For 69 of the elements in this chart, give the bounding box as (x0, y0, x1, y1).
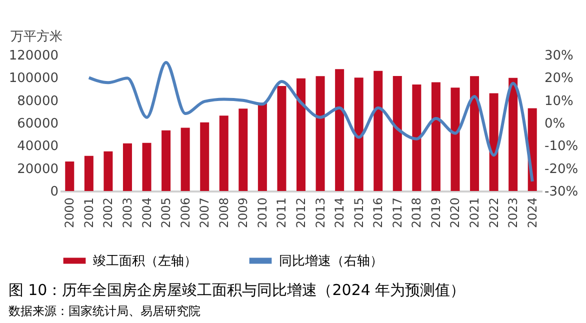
x-tick-label: 2021 (468, 198, 482, 228)
y-tick-label: 20000 (17, 162, 58, 177)
bar (142, 142, 152, 191)
legend-label: 同比增速（右轴） (279, 254, 383, 269)
x-tick-label: 2007 (198, 198, 212, 228)
bar (335, 69, 344, 191)
y2-tick-label: 20% (544, 71, 574, 86)
y2-tick-label: 30% (544, 48, 574, 64)
x-tick-label: 2019 (428, 198, 443, 228)
x-tick-label: 2024 (525, 198, 540, 228)
x-tick-label: 2009 (236, 198, 250, 228)
x-tick-label: 2000 (62, 198, 77, 228)
bar (258, 102, 267, 191)
x-tick-label: 2012 (294, 198, 308, 228)
y-tick-label: 60000 (17, 116, 58, 132)
x-tick-label: 2011 (274, 198, 289, 228)
x-tick-label: 2020 (448, 198, 462, 228)
y-tick-label: 100000 (8, 71, 58, 86)
x-tick-label: 2005 (159, 198, 174, 228)
y-tick-label: 120000 (8, 48, 58, 64)
bar (65, 162, 74, 191)
bar (104, 151, 113, 191)
x-tick-label: 2017 (390, 198, 404, 228)
bar (450, 88, 460, 191)
legend-label: 竣工面积（左轴） (93, 254, 197, 269)
bar (84, 156, 94, 191)
x-tick-label: 2002 (101, 198, 116, 228)
x-tick-label: 2013 (313, 198, 328, 228)
x-tick-label: 2014 (332, 198, 347, 228)
y-tick-label: 80000 (17, 94, 58, 109)
y2-tick-label: 0% (544, 116, 566, 132)
x-tick-label: 2001 (82, 198, 96, 228)
y2-tick-label: -30% (544, 184, 578, 200)
bar (296, 78, 306, 191)
bar (200, 122, 210, 191)
x-tick-label: 2003 (120, 198, 134, 228)
bar (162, 130, 171, 191)
x-tick-label: 2023 (506, 198, 520, 228)
line-series (87, 60, 534, 183)
bar (412, 84, 422, 191)
bar (219, 116, 228, 191)
y2-tick-label: 10% (544, 94, 574, 109)
x-tick-label: 2006 (178, 198, 192, 228)
text: 图 10：历年全国房企房屋竣工面积与同比增速（2024 年为预测值） (8, 281, 466, 299)
bar (508, 78, 518, 191)
x-tick-label: 2018 (410, 198, 424, 228)
y-axis-title: 万平方米 (10, 28, 62, 44)
y2-tick-label: -10% (544, 139, 578, 154)
x-tick-label: 2016 (371, 198, 386, 228)
x-tick-label: 2004 (140, 198, 154, 228)
bar (277, 86, 286, 191)
bar (431, 82, 440, 191)
y-tick-label: 0 (50, 184, 58, 200)
bar (489, 93, 498, 191)
bar (392, 76, 402, 191)
x-tick-label: 2015 (352, 198, 366, 228)
source-note: 数据来源：国家统计局、易居研究院 (8, 304, 200, 318)
bar (122, 143, 132, 191)
y-tick-label: 40000 (17, 139, 58, 154)
bar (374, 70, 383, 191)
bar (354, 78, 364, 191)
x-tick-label: 2022 (486, 198, 501, 228)
bar (470, 76, 480, 191)
x-tick-label: 2010 (255, 198, 270, 228)
bar (180, 128, 190, 191)
x-tick-label: 2008 (216, 198, 231, 228)
y2-tick-label: -20% (544, 162, 578, 177)
bar (316, 76, 325, 191)
bar (238, 108, 248, 191)
